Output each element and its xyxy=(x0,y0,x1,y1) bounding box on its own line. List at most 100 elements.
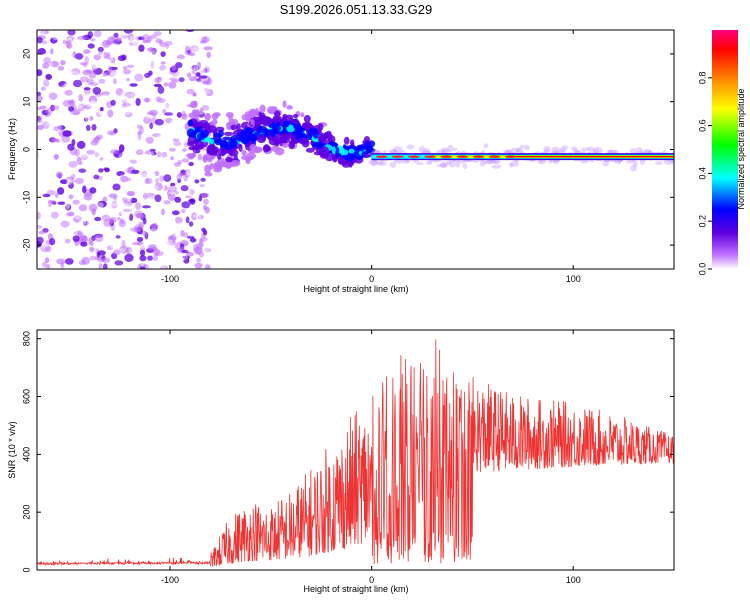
noise-blob xyxy=(148,152,155,159)
band-blob xyxy=(305,147,315,153)
y-tick-label: 0 xyxy=(21,147,31,152)
noise-blob xyxy=(74,75,81,79)
colorbar-tick-label: 0.8 xyxy=(697,72,707,85)
noise-blob xyxy=(126,92,135,98)
noise-blob xyxy=(78,94,84,102)
noise-blob xyxy=(110,99,116,106)
noise-blob xyxy=(105,125,113,132)
noise-blob xyxy=(45,264,51,269)
noise-blob xyxy=(123,80,128,84)
noise-blob xyxy=(187,229,196,237)
band-blob xyxy=(238,144,243,152)
noise-blob xyxy=(52,32,60,41)
band-blob xyxy=(207,157,213,163)
noise-blob xyxy=(74,177,84,185)
noise-blob xyxy=(56,238,66,247)
noise-blob xyxy=(186,252,194,257)
noise-blob xyxy=(99,107,104,112)
noise-blob xyxy=(68,194,74,200)
noise-blob xyxy=(76,140,86,149)
noise-blob xyxy=(69,70,79,76)
noise-blob xyxy=(87,229,97,235)
figure-title: S199.2026.051.13.33.G29 xyxy=(280,2,433,17)
noise-blob xyxy=(184,169,191,178)
noise-blob xyxy=(62,39,67,45)
noise-blob xyxy=(116,171,125,177)
noise-blob xyxy=(49,88,57,94)
noise-blob xyxy=(187,184,195,190)
noise-blob xyxy=(54,138,61,143)
noise-blob xyxy=(168,81,177,89)
noise-blob xyxy=(135,202,141,210)
noise-blob xyxy=(153,61,160,65)
noise-blob xyxy=(162,137,167,143)
noise-blob xyxy=(154,170,160,177)
noise-blob xyxy=(75,258,83,263)
noise-blob xyxy=(77,221,84,226)
noise-blob xyxy=(66,176,74,180)
noise-blob xyxy=(199,68,207,75)
noise-blob xyxy=(144,150,154,155)
noise-blob xyxy=(156,134,164,140)
noise-blob xyxy=(102,242,108,249)
band-blob xyxy=(286,105,293,110)
noise-blob xyxy=(37,142,41,147)
band-blob xyxy=(254,146,263,153)
noise-blob xyxy=(133,183,141,190)
noise-blob xyxy=(189,45,200,52)
tone-halo-blob xyxy=(663,158,674,165)
noise-blob xyxy=(50,37,58,44)
noise-blob xyxy=(72,235,80,243)
tone-peak xyxy=(488,155,501,158)
tone-halo-blob xyxy=(670,159,674,164)
noise-blob xyxy=(196,61,201,70)
noise-blob xyxy=(173,230,179,237)
noise-blob xyxy=(164,150,171,154)
noise-blob xyxy=(41,80,49,85)
noise-blob xyxy=(137,241,145,246)
spectrogram-x-ticks: -100 0 100 xyxy=(161,30,581,284)
noise-blob xyxy=(198,75,208,79)
noise-blob xyxy=(174,72,183,79)
noise-blob xyxy=(37,106,42,111)
noise-blob xyxy=(171,259,178,264)
band-blob xyxy=(291,139,300,144)
noise-blob xyxy=(188,188,195,195)
noise-blob xyxy=(72,79,83,88)
noise-blob xyxy=(40,244,50,253)
noise-blob xyxy=(143,116,151,124)
noise-blob xyxy=(121,239,126,248)
noise-blob xyxy=(162,109,167,114)
tone-halo-blob xyxy=(635,147,643,154)
noise-blob xyxy=(192,46,201,54)
noise-blob xyxy=(60,60,66,66)
noise-blob xyxy=(72,88,78,96)
noise-blob xyxy=(165,43,169,49)
noise-blob xyxy=(93,174,100,180)
noise-blob xyxy=(74,132,79,137)
noise-blob xyxy=(180,230,185,237)
noise-blob xyxy=(92,87,102,95)
noise-blob xyxy=(94,152,99,158)
band-blob xyxy=(274,110,281,118)
noise-blob xyxy=(162,68,167,76)
noise-blob xyxy=(196,78,202,83)
noise-blob xyxy=(88,203,98,212)
band-blob xyxy=(303,115,311,123)
noise-blob xyxy=(101,141,108,146)
spectrogram-y-ticks: -20 -10 0 10 20 xyxy=(21,49,674,252)
noise-blob xyxy=(107,198,117,202)
band-blob xyxy=(286,124,295,133)
noise-blob xyxy=(97,202,104,208)
tone-halo-blob xyxy=(447,144,454,152)
noise-blob xyxy=(43,57,51,64)
noise-blob xyxy=(162,224,167,232)
band-blob xyxy=(244,155,251,162)
noise-blob xyxy=(176,225,182,231)
noise-blob xyxy=(161,104,170,108)
y-tick-label: 800 xyxy=(21,331,31,346)
tone-halo-blob xyxy=(516,147,521,153)
noise-blob xyxy=(203,198,209,205)
band-blob xyxy=(206,146,216,155)
noise-blob xyxy=(143,154,150,162)
